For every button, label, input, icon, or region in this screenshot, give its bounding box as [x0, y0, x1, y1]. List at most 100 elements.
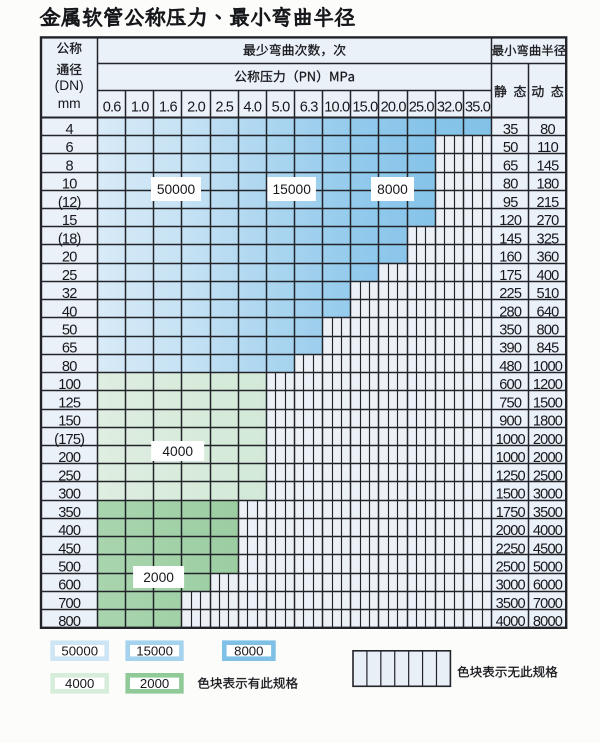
svg-text:15000: 15000: [273, 182, 312, 197]
svg-text:95: 95: [503, 195, 518, 211]
svg-text:110: 110: [537, 140, 559, 156]
svg-text:300: 300: [58, 487, 81, 503]
svg-text:400: 400: [58, 523, 81, 539]
svg-text:200: 200: [58, 450, 81, 466]
svg-text:3500: 3500: [533, 505, 563, 521]
svg-text:4000: 4000: [496, 614, 526, 630]
svg-text:900: 900: [499, 414, 522, 430]
svg-text:2250: 2250: [496, 541, 526, 557]
svg-text:(18): (18): [58, 231, 81, 247]
svg-text:80: 80: [503, 177, 518, 193]
svg-text:65: 65: [62, 341, 77, 357]
svg-text:4500: 4500: [533, 541, 563, 557]
svg-text:35.0: 35.0: [465, 99, 491, 115]
svg-text:225: 225: [499, 286, 522, 302]
svg-text:3000: 3000: [533, 487, 563, 503]
svg-text:4000: 4000: [162, 444, 193, 459]
svg-text:390: 390: [499, 341, 522, 357]
svg-text:2.0: 2.0: [187, 99, 205, 115]
svg-text:350: 350: [58, 505, 81, 521]
svg-text:1000: 1000: [496, 450, 526, 466]
svg-text:5.0: 5.0: [272, 99, 290, 115]
svg-text:100: 100: [58, 377, 81, 393]
svg-text:250: 250: [58, 468, 81, 484]
svg-text:65: 65: [503, 159, 518, 175]
svg-text:6: 6: [66, 140, 74, 156]
svg-text:2000: 2000: [143, 570, 174, 585]
svg-text:1.6: 1.6: [159, 99, 177, 115]
svg-text:160: 160: [499, 250, 522, 266]
svg-text:1.0: 1.0: [131, 99, 149, 115]
svg-text:1250: 1250: [496, 468, 526, 484]
svg-text:2000: 2000: [533, 432, 563, 448]
svg-text:280: 280: [499, 304, 522, 320]
svg-text:800: 800: [58, 614, 81, 630]
svg-text:32.0: 32.0: [437, 99, 463, 115]
svg-text:1750: 1750: [496, 505, 526, 521]
svg-text:mm: mm: [58, 96, 81, 111]
svg-text:1200: 1200: [533, 377, 563, 393]
svg-text:50: 50: [503, 140, 518, 156]
svg-text:2000: 2000: [140, 676, 169, 691]
svg-text:15000: 15000: [136, 643, 173, 658]
svg-text:4000: 4000: [65, 676, 94, 691]
svg-text:3000: 3000: [496, 578, 526, 594]
svg-text:7000: 7000: [533, 596, 563, 612]
svg-text:700: 700: [58, 596, 81, 612]
svg-text:125: 125: [58, 395, 81, 411]
svg-text:10.0: 10.0: [324, 99, 350, 115]
svg-text:15.0: 15.0: [352, 99, 378, 115]
svg-text:2000: 2000: [533, 450, 563, 466]
svg-text:800: 800: [537, 323, 560, 339]
svg-text:5000: 5000: [533, 560, 563, 576]
svg-text:80: 80: [62, 359, 77, 375]
svg-text:270: 270: [537, 213, 560, 229]
svg-text:640: 640: [537, 304, 560, 320]
svg-text:0.6: 0.6: [103, 99, 121, 115]
svg-text:8000: 8000: [533, 614, 563, 630]
svg-text:6000: 6000: [533, 578, 563, 594]
svg-text:2.5: 2.5: [215, 99, 233, 115]
svg-text:3500: 3500: [496, 596, 526, 612]
svg-text:25: 25: [62, 268, 77, 284]
svg-text:2500: 2500: [533, 468, 563, 484]
svg-text:180: 180: [537, 177, 560, 193]
svg-text:1800: 1800: [533, 414, 563, 430]
svg-text:8000: 8000: [234, 643, 263, 658]
svg-text:150: 150: [58, 414, 81, 430]
svg-text:600: 600: [499, 377, 522, 393]
svg-text:350: 350: [499, 323, 522, 339]
svg-text:50000: 50000: [157, 182, 196, 197]
svg-text:400: 400: [537, 268, 560, 284]
svg-text:145: 145: [499, 231, 522, 247]
svg-text:(175): (175): [54, 432, 84, 448]
svg-text:1000: 1000: [533, 359, 563, 375]
svg-text:(12): (12): [58, 195, 81, 211]
svg-text:500: 500: [58, 560, 81, 576]
svg-text:175: 175: [499, 268, 522, 284]
svg-text:32: 32: [62, 286, 77, 302]
svg-text:4.0: 4.0: [243, 99, 261, 115]
svg-text:120: 120: [499, 213, 522, 229]
svg-text:50: 50: [62, 323, 77, 339]
svg-text:50000: 50000: [61, 643, 98, 658]
svg-text:325: 325: [537, 231, 560, 247]
svg-text:1500: 1500: [496, 487, 526, 503]
svg-text:25.0: 25.0: [409, 99, 435, 115]
svg-text:2500: 2500: [496, 560, 526, 576]
svg-text:750: 750: [499, 395, 522, 411]
svg-text:215: 215: [537, 195, 560, 211]
svg-text:6.3: 6.3: [300, 99, 318, 115]
svg-text:20: 20: [62, 250, 77, 266]
svg-text:35: 35: [503, 122, 518, 138]
svg-text:145: 145: [537, 159, 560, 175]
svg-text:510: 510: [537, 286, 560, 302]
svg-text:480: 480: [499, 359, 522, 375]
svg-text:8: 8: [66, 159, 74, 175]
svg-text:2000: 2000: [496, 523, 526, 539]
svg-text:15: 15: [62, 213, 77, 229]
svg-text:40: 40: [62, 304, 77, 320]
svg-text:10: 10: [62, 177, 77, 193]
svg-text:4: 4: [66, 122, 74, 138]
svg-text:360: 360: [537, 250, 560, 266]
